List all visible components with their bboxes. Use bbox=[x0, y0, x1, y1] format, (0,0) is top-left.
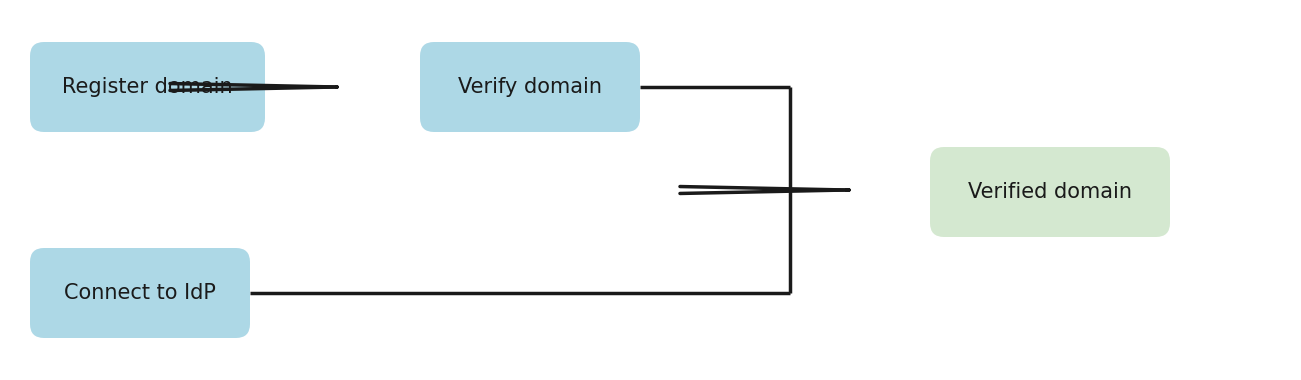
Text: Connect to IdP: Connect to IdP bbox=[64, 283, 216, 303]
FancyBboxPatch shape bbox=[930, 147, 1170, 237]
Text: Verified domain: Verified domain bbox=[968, 182, 1132, 202]
FancyBboxPatch shape bbox=[30, 248, 250, 338]
Text: Register domain: Register domain bbox=[62, 77, 233, 97]
FancyBboxPatch shape bbox=[420, 42, 640, 132]
FancyBboxPatch shape bbox=[30, 42, 265, 132]
Text: Verify domain: Verify domain bbox=[458, 77, 602, 97]
